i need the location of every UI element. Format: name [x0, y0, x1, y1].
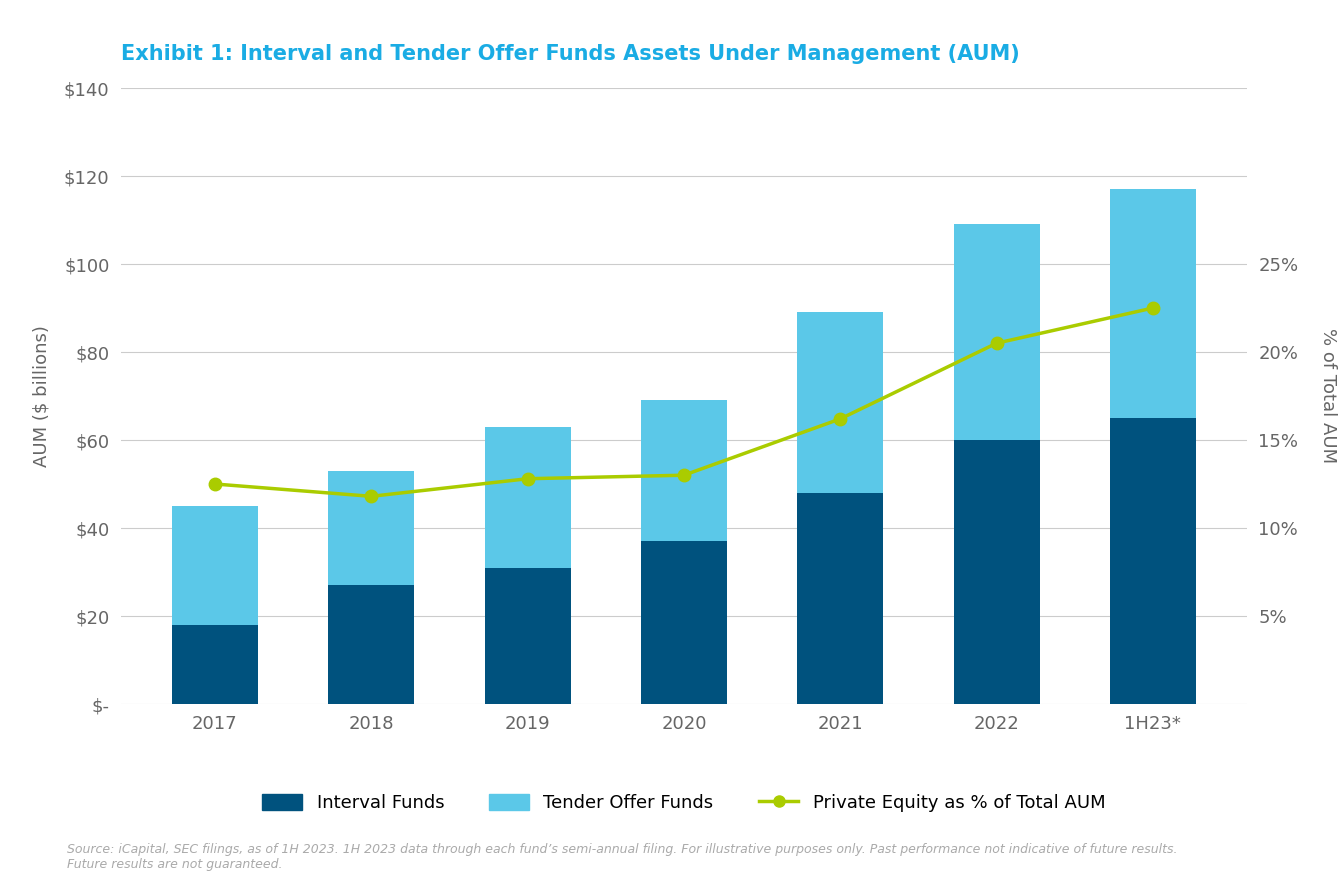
Bar — [172, 625, 257, 704]
Bar — [953, 440, 1039, 704]
Bar — [484, 568, 570, 704]
Private Equity as % of Total AUM — [519, 473, 535, 484]
Bar — [1110, 189, 1196, 418]
Bar — [329, 585, 414, 704]
Bar — [1110, 418, 1196, 704]
Y-axis label: % of Total AUM: % of Total AUM — [1320, 328, 1337, 464]
Private Equity as % of Total AUM — [833, 414, 849, 424]
Private Equity as % of Total AUM — [1145, 303, 1161, 313]
Legend: Interval Funds, Tender Offer Funds, Private Equity as % of Total AUM: Interval Funds, Tender Offer Funds, Priv… — [255, 787, 1113, 819]
Text: Exhibit 1: Interval and Tender Offer Funds Assets Under Management (AUM): Exhibit 1: Interval and Tender Offer Fun… — [121, 44, 1019, 64]
Private Equity as % of Total AUM — [363, 491, 380, 502]
Y-axis label: AUM ($ billions): AUM ($ billions) — [32, 325, 50, 467]
Bar — [329, 471, 414, 585]
Text: Source: iCapital, SEC filings, as of 1H 2023. 1H 2023 data through each fund’s s: Source: iCapital, SEC filings, as of 1H … — [67, 843, 1177, 871]
Bar — [641, 400, 727, 541]
Private Equity as % of Total AUM — [676, 470, 692, 480]
Bar — [798, 312, 884, 493]
Private Equity as % of Total AUM — [207, 479, 223, 489]
Bar — [953, 224, 1039, 440]
Line: Private Equity as % of Total AUM: Private Equity as % of Total AUM — [209, 302, 1159, 502]
Bar — [484, 427, 570, 568]
Bar — [641, 541, 727, 704]
Bar — [798, 493, 884, 704]
Bar — [172, 506, 257, 625]
Private Equity as % of Total AUM — [988, 338, 1004, 348]
